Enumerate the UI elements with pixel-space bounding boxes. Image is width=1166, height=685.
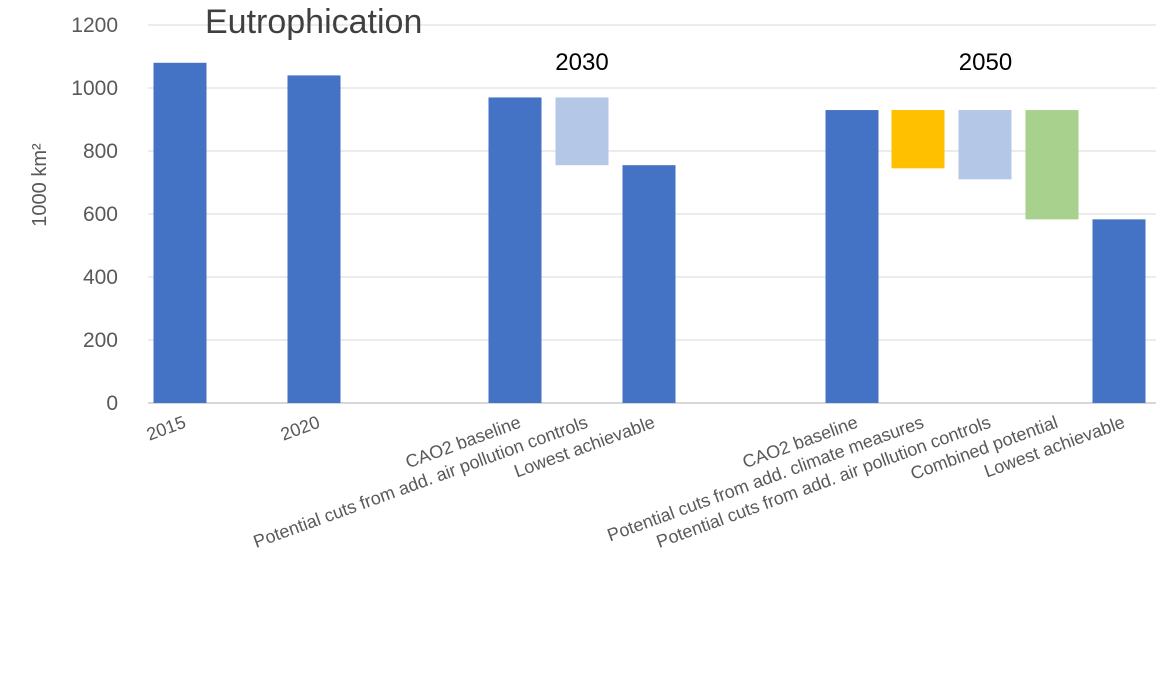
x-category-label: 2015 [144, 412, 188, 444]
bar [1025, 110, 1079, 220]
bar [622, 165, 676, 403]
bar [958, 110, 1012, 180]
y-tick-label: 600 [83, 203, 118, 226]
group-label: 2050 [959, 49, 1012, 76]
y-tick-label: 400 [83, 266, 118, 289]
bar [555, 97, 609, 166]
y-tick-label: 800 [83, 140, 118, 163]
y-tick-label: 1200 [71, 14, 118, 37]
group-label: 2030 [555, 49, 608, 76]
y-tick-labels: 0 200 400 600 800 1000 1200 [71, 14, 118, 415]
y-tick-label: 0 [106, 392, 118, 415]
x-category-label: 2020 [278, 412, 322, 444]
chart-title: Eutrophication [205, 3, 422, 41]
bar [825, 110, 879, 404]
y-tick-label: 200 [83, 329, 118, 352]
bar [488, 97, 542, 403]
bar [153, 62, 207, 404]
group-labels: 2030 2050 [555, 49, 1012, 76]
bars [153, 62, 1146, 404]
y-tick-label: 1000 [71, 77, 118, 100]
bar [1092, 219, 1146, 403]
y-axis-title: 1000 km² [29, 143, 51, 227]
bar [891, 110, 945, 169]
bar [287, 75, 341, 404]
